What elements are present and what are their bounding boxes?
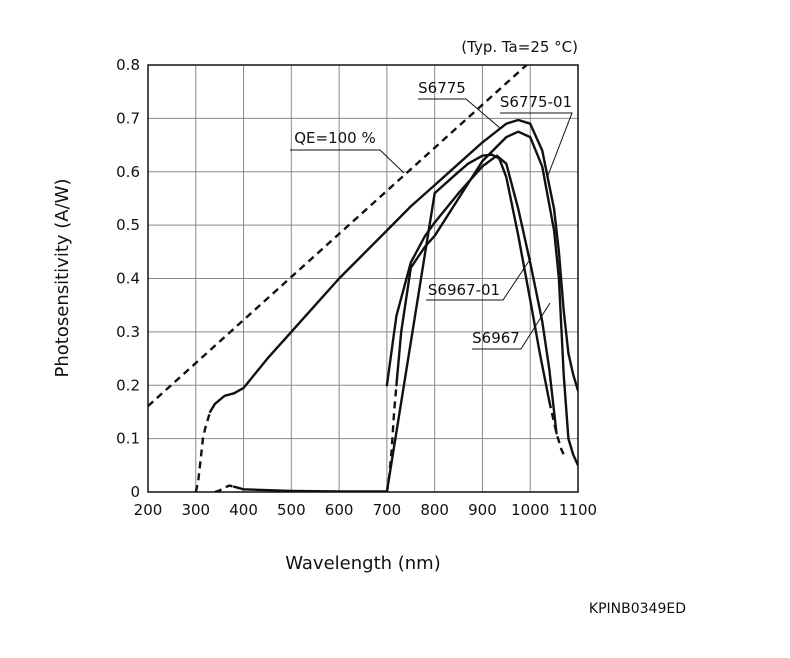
x-tick-labels: 200 300 400 500 600 700 800 900 1000 1100	[134, 501, 597, 519]
series-label-s6967-01: S6967-01	[428, 281, 500, 299]
series-label-s6775-01: S6775-01	[500, 93, 572, 111]
y-tick-label: 0.1	[116, 430, 140, 448]
x-tick-label: 1100	[559, 501, 597, 519]
series-line-s6775-01	[385, 385, 398, 492]
series-lines	[148, 65, 578, 492]
callout-line-s6967-01	[426, 257, 532, 301]
x-tick-label: 500	[277, 501, 306, 519]
x-tick-label: 1000	[511, 501, 549, 519]
callout-line-qe-100	[290, 149, 405, 174]
series-line-s6967	[214, 484, 235, 492]
series-line-s6967-01	[385, 154, 558, 435]
y-tick-label: 0.4	[116, 270, 140, 288]
x-tick-label: 700	[373, 501, 402, 519]
callout-line-s6775	[418, 98, 501, 129]
y-tick-labels: 0 0.1 0.2 0.3 0.4 0.5 0.6 0.7 0.8	[116, 56, 140, 501]
series-label-s6967: S6967	[472, 329, 520, 347]
series-line-qe-100	[148, 65, 529, 407]
x-tick-label: 300	[181, 501, 210, 519]
series-callouts: QE=100 % S6775 S6775-01 S6967-01 S6967	[290, 79, 573, 350]
series-label-qe-100: QE=100 %	[294, 129, 376, 147]
y-tick-label: 0.7	[116, 109, 140, 127]
x-tick-label: 900	[468, 501, 497, 519]
x-tick-label: 400	[229, 501, 258, 519]
condition-note: (Typ. Ta=25 °C)	[461, 38, 578, 56]
series-line-s6775	[194, 411, 212, 492]
series-line-s6775	[208, 118, 578, 414]
y-tick-label: 0.3	[116, 323, 140, 341]
document-code: KPINB0349ED	[589, 601, 686, 617]
grid	[148, 65, 578, 492]
x-tick-label: 200	[134, 501, 163, 519]
y-tick-label: 0.5	[116, 216, 140, 234]
series-line-s6775-01	[395, 130, 578, 467]
series-line-s6967	[548, 401, 565, 456]
y-tick-label: 0	[130, 483, 140, 501]
x-axis-title: Wavelength (nm)	[285, 553, 441, 574]
callout-line-s6775-01	[500, 112, 573, 179]
x-tick-label: 800	[420, 501, 449, 519]
y-tick-label: 0.8	[116, 56, 140, 74]
y-axis-title: Photosensitivity (A/W)	[52, 179, 73, 378]
callout-line-s6967	[472, 302, 551, 350]
series-label-s6775: S6775	[418, 79, 466, 97]
x-tick-label: 600	[325, 501, 354, 519]
y-tick-label: 0.2	[116, 376, 140, 394]
y-tick-label: 0.6	[116, 163, 140, 181]
